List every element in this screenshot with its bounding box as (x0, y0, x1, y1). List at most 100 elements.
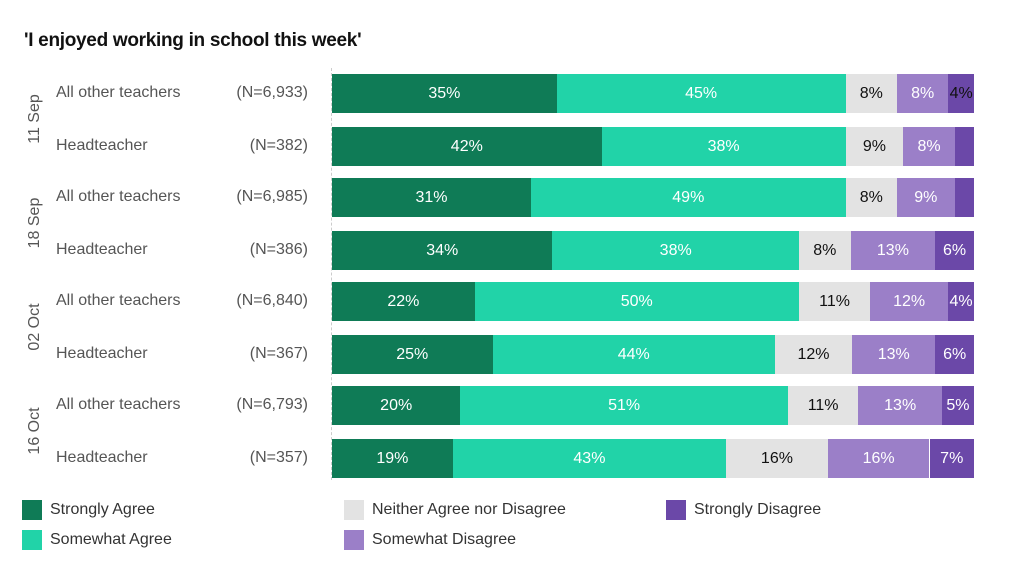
bar-segment-somewhat-agree: 44% (492, 335, 775, 374)
sample-size-label: (N=367) (249, 345, 308, 362)
data-label: 45% (685, 84, 718, 102)
legend-item: Strongly Agree (22, 500, 155, 520)
bar-segment-somewhat-disagree: 8% (903, 127, 955, 166)
bar-segment-somewhat-disagree: 13% (858, 386, 942, 425)
data-label: 16% (862, 449, 895, 467)
data-label: 50% (620, 292, 653, 310)
data-label: 44% (617, 345, 650, 363)
bar-segment-strongly-disagree (954, 178, 974, 217)
data-label: 4% (949, 292, 973, 310)
row-label: All other teachers (56, 292, 181, 309)
bar-segment-strongly-disagree (954, 127, 974, 166)
legend-swatch (344, 500, 364, 520)
stacked-bar: 35% 45% 8% 8% 4% (332, 74, 974, 113)
bar-segment-strongly-disagree: 4% (948, 282, 974, 321)
bar-segment-somewhat-disagree: 13% (850, 231, 936, 270)
data-label: 8% (859, 84, 883, 102)
data-label: 8% (917, 137, 941, 155)
bar-segment-strongly-agree: 31% (332, 178, 532, 217)
bar-segment-somewhat-agree: 38% (552, 231, 799, 270)
data-label: 8% (911, 84, 935, 102)
data-label: 11% (819, 292, 850, 310)
data-label: 12% (797, 345, 830, 363)
data-label: 12% (893, 292, 926, 310)
data-label: 13% (884, 396, 917, 414)
row-label: All other teachers (56, 188, 181, 205)
row-label: Headteacher (56, 137, 148, 154)
data-label: 22% (387, 292, 420, 310)
legend-item: Somewhat Disagree (344, 530, 516, 550)
bar-segment-somewhat-disagree: 8% (896, 74, 949, 113)
data-label: 7% (940, 449, 964, 467)
data-label: 51% (608, 396, 641, 414)
sample-size-label: (N=6,793) (236, 396, 308, 413)
data-label: 19% (376, 449, 409, 467)
data-label: 43% (573, 449, 606, 467)
row-label: Headteacher (56, 241, 148, 258)
bar-segment-strongly-disagree: 6% (935, 335, 974, 374)
data-label: 6% (943, 345, 967, 363)
bar-segment-strongly-disagree: 7% (929, 439, 974, 478)
data-label: 13% (877, 345, 910, 363)
data-label: 31% (415, 188, 448, 206)
sample-size-label: (N=6,985) (236, 188, 308, 205)
data-label: 8% (813, 241, 837, 259)
legend-swatch (344, 530, 364, 550)
legend-item: Strongly Disagree (666, 500, 821, 520)
sample-size-label: (N=357) (249, 449, 308, 466)
bar-segment-strongly-agree: 20% (332, 386, 461, 425)
data-label: 38% (659, 241, 692, 259)
row-label: Headteacher (56, 449, 148, 466)
data-label: 13% (876, 241, 909, 259)
row-label: Headteacher (56, 345, 148, 362)
bar-segment-somewhat-agree: 45% (556, 74, 846, 113)
bar-segment-strongly-agree: 35% (332, 74, 557, 113)
data-label: 42% (450, 137, 483, 155)
bar-segment-strongly-agree: 25% (332, 335, 493, 374)
bar-segment-strongly-agree: 42% (332, 127, 602, 166)
chart-title: 'I enjoyed working in school this week' (24, 30, 362, 51)
data-label: 6% (942, 241, 967, 259)
stacked-bar: 22% 50% 11% 12% 4% (332, 282, 974, 321)
legend-label: Strongly Disagree (694, 501, 822, 518)
data-label: 35% (428, 84, 461, 102)
bar-segment-neither-agree-nor-disagree: 8% (798, 231, 851, 270)
bar-segment-neither-agree-nor-disagree: 8% (845, 74, 897, 113)
sample-size-label: (N=386) (249, 241, 308, 258)
data-label: 9% (862, 137, 887, 155)
stacked-bar: 34% 38% 8% 13% 6% (332, 231, 974, 270)
data-label: 11% (807, 396, 839, 414)
data-label: 8% (859, 188, 883, 206)
stacked-bar: 31% 49% 8% 9% (332, 178, 974, 217)
sample-size-label: (N=6,933) (236, 84, 308, 101)
bar-segment-strongly-agree: 34% (332, 231, 553, 270)
data-label: 20% (380, 396, 413, 414)
bar-segment-strongly-disagree: 4% (948, 74, 974, 113)
bar-segment-neither-agree-nor-disagree: 9% (845, 127, 904, 166)
row-label: All other teachers (56, 84, 181, 101)
bar-segment-strongly-disagree: 6% (935, 231, 974, 270)
stacked-bar: 42% 38% 9% 8% (332, 127, 974, 166)
data-label: 34% (426, 241, 459, 259)
bar-segment-neither-agree-nor-disagree: 12% (774, 335, 852, 374)
bar-segment-somewhat-agree: 50% (474, 282, 799, 321)
bar-segment-strongly-disagree: 5% (941, 386, 974, 425)
legend-label: Strongly Agree (50, 501, 155, 518)
bar-segment-neither-agree-nor-disagree: 11% (787, 386, 859, 425)
data-label: 16% (760, 449, 793, 467)
bar-segment-somewhat-disagree: 12% (870, 282, 949, 321)
bar-segment-strongly-agree: 19% (332, 439, 453, 478)
bar-segment-somewhat-agree: 51% (460, 386, 788, 425)
data-label: 4% (949, 84, 973, 102)
stacked-bar: 25% 44% 12% 13% 6% (332, 335, 974, 374)
bar-segment-somewhat-disagree: 9% (896, 178, 955, 217)
legend-item: Somewhat Agree (22, 530, 172, 550)
data-label: 5% (946, 396, 970, 414)
bar-segment-neither-agree-nor-disagree: 16% (726, 439, 828, 478)
legend-label: Somewhat Agree (50, 531, 172, 548)
group-date-label: 16 Oct (26, 407, 43, 455)
sample-size-label: (N=6,840) (236, 292, 308, 309)
group-date-label: 18 Sep (26, 197, 43, 249)
bar-segment-neither-agree-nor-disagree: 11% (798, 282, 871, 321)
legend-label: Neither Agree nor Disagree (372, 501, 566, 518)
